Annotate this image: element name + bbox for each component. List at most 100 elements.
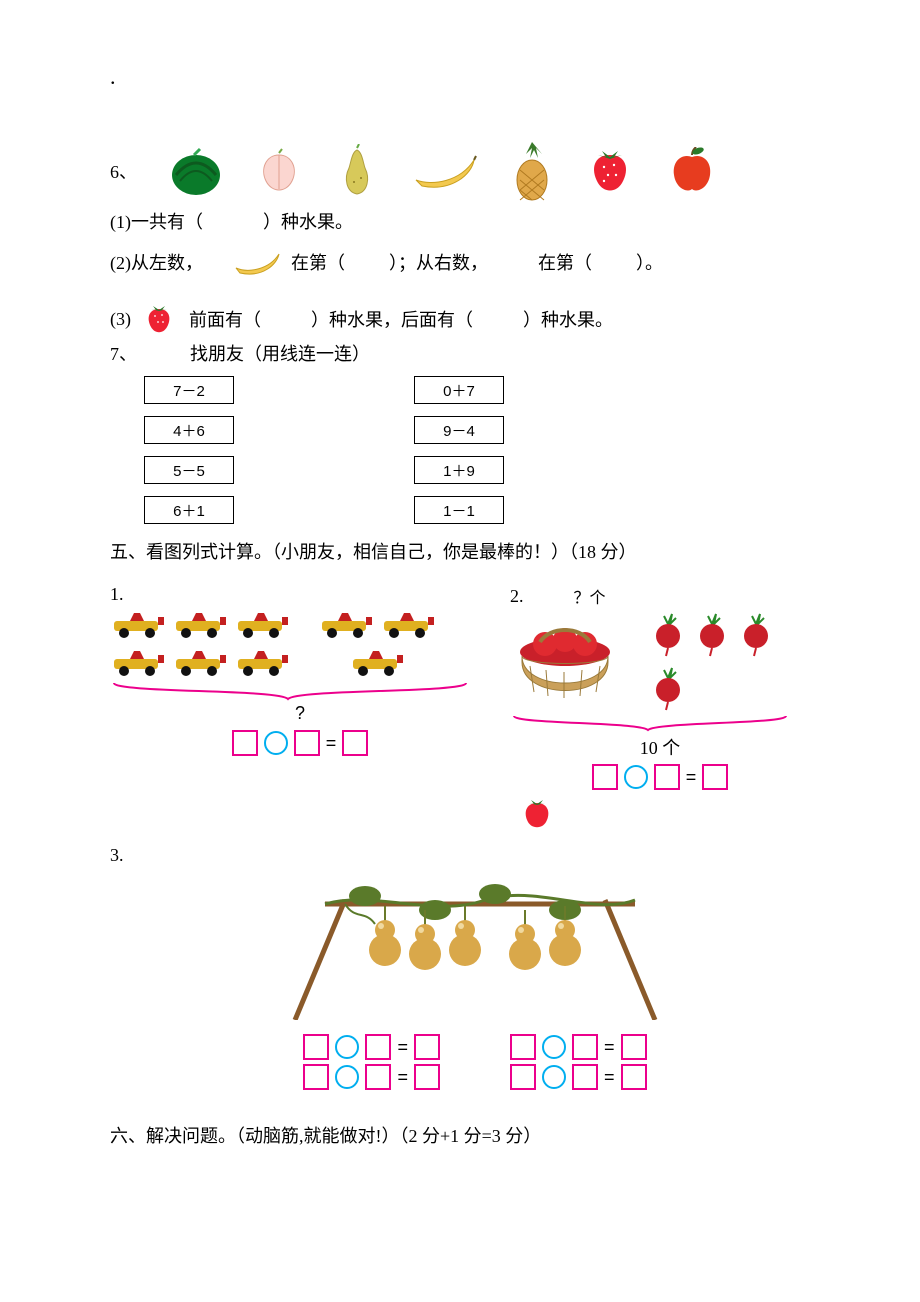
operator-circle[interactable] [264,731,288,755]
operator-circle[interactable] [335,1065,359,1089]
p2-equation: = [510,764,810,790]
p2-label: 2. [510,586,524,607]
answer-box[interactable] [621,1034,647,1060]
banana-icon [412,152,478,190]
q6-sub3: (3) 前面有（ ）种水果，后面有（ ）种水果。 [110,302,840,336]
answer-box[interactable] [702,764,728,790]
equals-sign: = [326,733,337,754]
radish-icon [694,612,730,658]
car-icon [380,609,436,641]
answer-box[interactable] [414,1034,440,1060]
answer-box[interactable] [342,730,368,756]
p1-qmark: ? [110,703,490,724]
car-group-right [318,609,436,679]
q6-2-e: ）。 [636,249,663,275]
q6-2-b: 在第（ [291,249,345,275]
answer-box[interactable] [510,1064,536,1090]
brace-icon [110,679,470,703]
gourd-icon [509,910,541,970]
p3-eq: = [510,1064,647,1090]
q7-title: 找朋友（用线连一连） [190,340,370,366]
match-right-2: 1＋9 [414,456,504,484]
car-icon [110,609,166,641]
answer-box[interactable] [294,730,320,756]
equals-sign: = [686,767,697,788]
q6-sub1: (1)一共有（ ）种水果。 [110,208,840,234]
answer-box[interactable] [510,1034,536,1060]
match-right-1: 9－4 [414,416,504,444]
q6-1-pre: (1)一共有（ [110,208,203,234]
q6-3-c: ）种水果，后面有（ [311,306,473,332]
q7-label: 7、 [110,340,140,366]
car-icon [172,609,228,641]
match-left-1: 4＋6 [144,416,234,444]
p3-eq: = [303,1034,440,1060]
brace-icon [510,712,790,734]
match-columns: 7－2 4＋6 5－5 6＋1 0＋7 9－4 1＋9 1－1 [144,370,840,530]
problem-2: 2. ？个 10 个 [510,580,810,837]
q6-3-b: 前面有（ [189,306,261,332]
p1-equation: = [110,730,490,756]
answer-box[interactable] [572,1034,598,1060]
strawberry-icon [143,302,175,336]
problem-3: 3. [110,845,840,1094]
q6-1-post: ）种水果。 [263,208,353,234]
car-icon [318,609,374,641]
radish-group [650,612,780,712]
p1-label: 1. [110,584,124,605]
peach-icon [256,147,302,195]
answer-box[interactable] [654,764,680,790]
banana-icon [233,248,283,276]
car-group-left [110,609,290,679]
equals-sign: = [604,1037,615,1058]
q6-label: 6、 [110,158,140,184]
operator-circle[interactable] [335,1035,359,1059]
p3-label: 3. [110,845,124,866]
answer-box[interactable] [303,1034,329,1060]
match-right-0: 0＋7 [414,376,504,404]
gourd-icon [449,906,481,966]
car-icon [349,647,405,679]
watermelon-icon [170,147,222,195]
answer-box[interactable] [414,1064,440,1090]
answer-box[interactable] [621,1064,647,1090]
pear-icon [336,144,378,198]
q7-row: 7、 找朋友（用线连一连） [110,340,840,366]
car-icon [234,609,290,641]
car-icon [110,647,166,679]
answer-box[interactable] [365,1064,391,1090]
answer-box[interactable] [572,1064,598,1090]
p2-total: 10 个 [510,734,810,760]
match-left-0: 7－2 [144,376,234,404]
radish-icon [650,666,686,712]
car-icon [234,647,290,679]
q6-row: 6、 [110,140,840,202]
p3-eq: = [510,1034,647,1060]
page-dot: . [110,64,116,90]
match-right-col: 0＋7 9－4 1＋9 1－1 [414,370,504,530]
equals-sign: = [397,1067,408,1088]
operator-circle[interactable] [542,1065,566,1089]
fruit-row [170,140,716,202]
q6-2-a: (2)从左数， [110,249,203,275]
operator-circle[interactable] [542,1035,566,1059]
p3-equations: = = = = [110,1030,840,1094]
answer-box[interactable] [232,730,258,756]
match-left-col: 7－2 4＋6 5－5 6＋1 [144,370,234,530]
q6-sub2: (2)从左数， 在第（ ）；从右数， 在第（ ）。 [110,248,840,276]
answer-box[interactable] [592,764,618,790]
section6-title: 六、解决问题。（动脑筋,就能做对!）（2 分+1 分=3 分） [110,1122,840,1148]
answer-box[interactable] [303,1064,329,1090]
strawberry-icon [520,796,554,832]
problem-1: 1. [110,580,490,760]
apple-icon [668,147,716,195]
section5-title: 五、看图列式计算。（小朋友，相信自己，你是最棒的！）（18 分） [110,538,840,564]
equals-sign: = [397,1037,408,1058]
answer-box[interactable] [365,1034,391,1060]
strawberry-icon [586,145,634,197]
operator-circle[interactable] [624,765,648,789]
equals-sign: = [604,1067,615,1088]
match-left-3: 6＋1 [144,496,234,524]
radish-icon [650,612,686,658]
match-left-2: 5－5 [144,456,234,484]
